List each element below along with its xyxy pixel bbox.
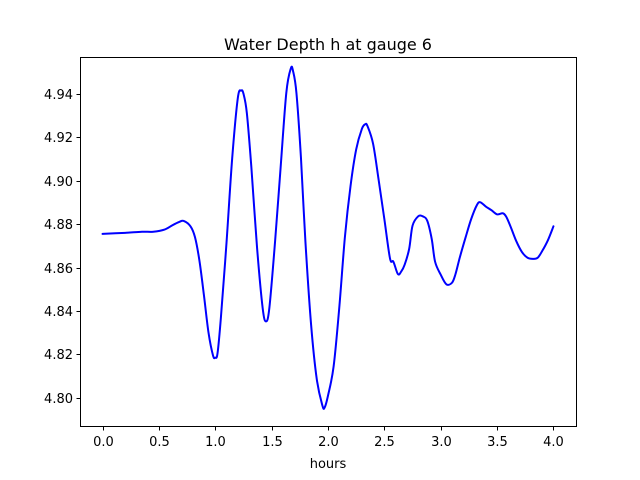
y-tick-label: 4.80: [44, 392, 73, 407]
x-tick-label: 3.5: [487, 435, 508, 450]
y-tick-label: 4.82: [44, 348, 73, 363]
x-tick-label: 4.0: [543, 435, 564, 450]
y-tick-label: 4.86: [44, 262, 73, 277]
y-tick-label: 4.90: [44, 175, 73, 190]
x-tick-label: 3.0: [431, 435, 452, 450]
plot-frame: [80, 57, 577, 427]
y-axis: 4.80 4.82 4.84 4.86 4.88 4.90 4.92 4.94: [44, 88, 81, 407]
plot-area: [80, 57, 577, 427]
x-tick-label: 2.5: [374, 435, 395, 450]
water-depth-line: [101, 65, 555, 410]
x-tick-label: 0.0: [93, 435, 114, 450]
x-axis: 0.0 0.5 1.0 1.5 2.0 2.5 3.0 3.5 4.0: [93, 426, 564, 450]
y-tick-label: 4.94: [44, 88, 73, 103]
y-tick-label: 4.84: [44, 305, 73, 320]
x-tick-label: 1.0: [205, 435, 226, 450]
y-tick-label: 4.88: [44, 218, 73, 233]
chart-title: Water Depth h at gauge 6: [224, 35, 432, 54]
x-axis-label: hours: [310, 457, 347, 472]
y-tick-label: 4.92: [44, 131, 73, 146]
x-tick-label: 0.5: [149, 435, 170, 450]
x-tick-label: 2.0: [318, 435, 339, 450]
x-tick-label: 1.5: [262, 435, 283, 450]
